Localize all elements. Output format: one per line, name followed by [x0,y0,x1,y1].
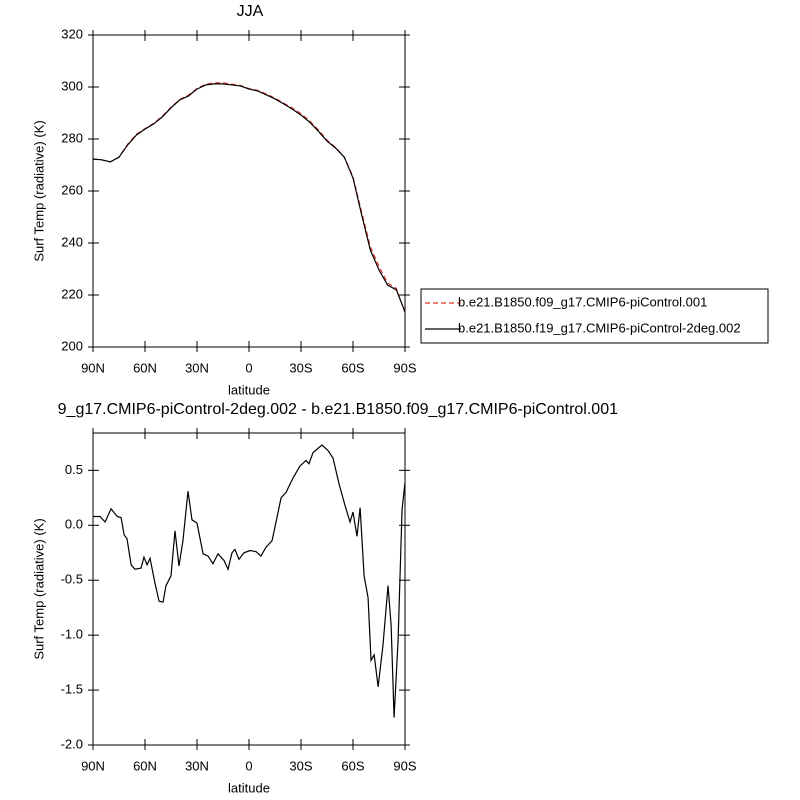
plot-area [93,82,405,313]
y-axis-label: Surf Temp (radiative) (K) [31,518,46,659]
y-tick-label: 260 [61,182,83,197]
x-tick-label: 90S [393,360,416,375]
chart-title: JJA [237,3,264,20]
chart-title: 9_g17.CMIP6-piControl-2deg.002 - b.e21.B… [58,401,618,418]
x-tick-label: 30N [185,360,209,375]
y-tick-label: -2.0 [61,736,83,751]
y-tick-label: 200 [61,338,83,353]
x-tick-label: 60S [341,758,364,773]
data-line [93,83,405,313]
x-axis-label: latitude [228,382,270,397]
legend-box [420,288,769,344]
legend-label: b.e21.B1850.f09_g17.CMIP6-piControl.001 [458,294,707,309]
x-tick-label: 30S [289,360,312,375]
x-tick-label: 60N [133,758,157,773]
plot-frame [92,432,406,746]
x-axis-label: latitude [228,780,270,795]
x-tick-label: 90S [393,758,416,773]
y-tick-label: -0.5 [61,572,83,587]
y-tick-label: 280 [61,130,83,145]
y-tick-label: -1.0 [61,627,83,642]
y-tick-label: -1.5 [61,682,83,697]
data-line [93,444,405,718]
y-tick-label: 240 [61,234,83,249]
x-tick-label: 60N [133,360,157,375]
x-tick-label: 30N [185,758,209,773]
plot-area [93,444,405,718]
y-tick-label: 320 [61,26,83,41]
y-tick-label: 0.5 [65,462,83,477]
plot-frame [92,34,406,348]
y-tick-label: 0.0 [65,517,83,532]
y-tick-label: 300 [61,78,83,93]
x-tick-label: 30S [289,758,312,773]
x-tick-label: 0 [245,758,252,773]
x-tick-label: 60S [341,360,364,375]
legend-label: b.e21.B1850.f19_g17.CMIP6-piControl-2deg… [458,320,741,335]
x-tick-label: 90N [81,360,105,375]
y-tick-label: 220 [61,286,83,301]
x-tick-label: 90N [81,758,105,773]
y-axis-label: Surf Temp (radiative) (K) [31,120,46,261]
x-tick-label: 0 [245,360,252,375]
